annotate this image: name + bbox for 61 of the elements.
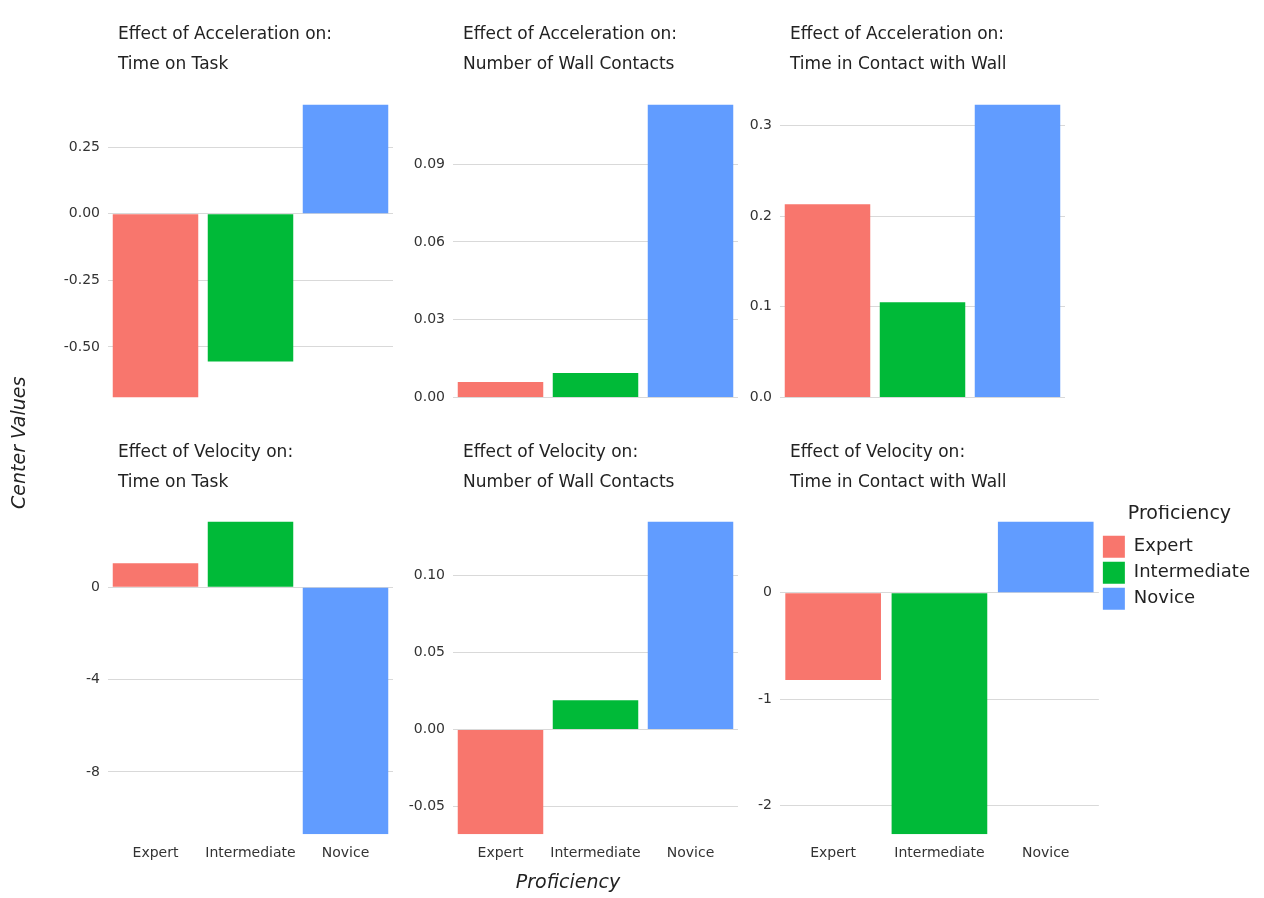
bar xyxy=(457,729,544,835)
chart-title: Effect of Acceleration on: xyxy=(790,22,1006,45)
x-tick-label: Intermediate xyxy=(550,844,641,861)
y-tick-label: -0.50 xyxy=(63,337,100,354)
legend-title: Proficiency xyxy=(1127,501,1232,524)
y-tick-label: 0.2 xyxy=(749,206,772,223)
chart-title: Effect of Velocity on: xyxy=(790,440,967,463)
chart-subtitle: Time on Task xyxy=(118,52,230,75)
chart-subtitle: Time in Contact with Wall xyxy=(790,470,1007,493)
bar xyxy=(207,521,294,587)
chart-subtitle: Number of Wall Contacts xyxy=(463,470,675,493)
x-axis-title: Proficiency xyxy=(514,870,622,892)
y-axis-title: Center Values xyxy=(7,376,29,509)
bar xyxy=(552,372,639,398)
bar xyxy=(974,104,1061,398)
y-tick-label: -2 xyxy=(758,796,772,813)
y-tick-label: 0.09 xyxy=(413,154,445,171)
chart-title: Effect of Velocity on: xyxy=(118,440,294,463)
bar xyxy=(457,382,544,398)
y-tick-label: 0.1 xyxy=(749,297,772,314)
chart-subtitle: Number of Wall Contacts xyxy=(463,52,676,75)
x-tick-label: Novice xyxy=(321,844,370,861)
y-tick-label: 0.3 xyxy=(749,115,772,132)
x-tick-label: Intermediate xyxy=(205,844,296,861)
bar xyxy=(302,587,389,835)
y-tick-label: -1 xyxy=(758,689,772,706)
y-tick-label: 0 xyxy=(91,578,100,595)
y-tick-label: 0 xyxy=(763,583,772,600)
y-tick-label: 0.00 xyxy=(413,388,445,405)
chart-title: Effect of Velocity on: xyxy=(463,440,640,463)
y-tick-label: -0.25 xyxy=(63,270,100,287)
y-tick-label: -4 xyxy=(86,670,101,687)
x-tick-label: Intermediate xyxy=(894,844,985,861)
chart-subtitle: Time in Contact with Wall xyxy=(790,52,1007,75)
x-tick-label: Novice xyxy=(1021,844,1070,861)
legend-label: Intermediate xyxy=(1133,560,1251,582)
bar xyxy=(647,104,734,398)
y-tick-label: -0.05 xyxy=(408,797,445,814)
bar xyxy=(647,521,734,729)
chart-title: Effect of Acceleration on: xyxy=(463,22,678,45)
y-tick-label: 0.05 xyxy=(413,643,445,660)
x-tick-label: Expert xyxy=(810,844,857,861)
y-tick-label: 0.06 xyxy=(413,232,446,249)
x-tick-label: Expert xyxy=(477,844,524,861)
y-tick-label: 0.00 xyxy=(68,204,100,221)
legend-label: Novice xyxy=(1133,586,1195,608)
bar xyxy=(879,302,966,398)
y-tick-label: 0.0 xyxy=(749,388,772,405)
y-tick-label: 0.10 xyxy=(413,565,445,582)
bar xyxy=(112,563,199,587)
y-tick-label: 0.03 xyxy=(413,310,445,327)
y-tick-label: 0.00 xyxy=(413,720,445,737)
x-tick-label: Novice xyxy=(666,844,715,861)
chart-title: Effect of Acceleration on: xyxy=(118,22,333,45)
x-tick-label: Expert xyxy=(132,844,179,861)
chart-subtitle: Time on Task xyxy=(118,470,230,493)
bar xyxy=(552,700,639,729)
y-tick-label: -8 xyxy=(86,762,100,779)
legend-label: Expert xyxy=(1133,534,1193,556)
y-tick-label: 0.25 xyxy=(68,137,100,154)
bar xyxy=(784,204,871,398)
